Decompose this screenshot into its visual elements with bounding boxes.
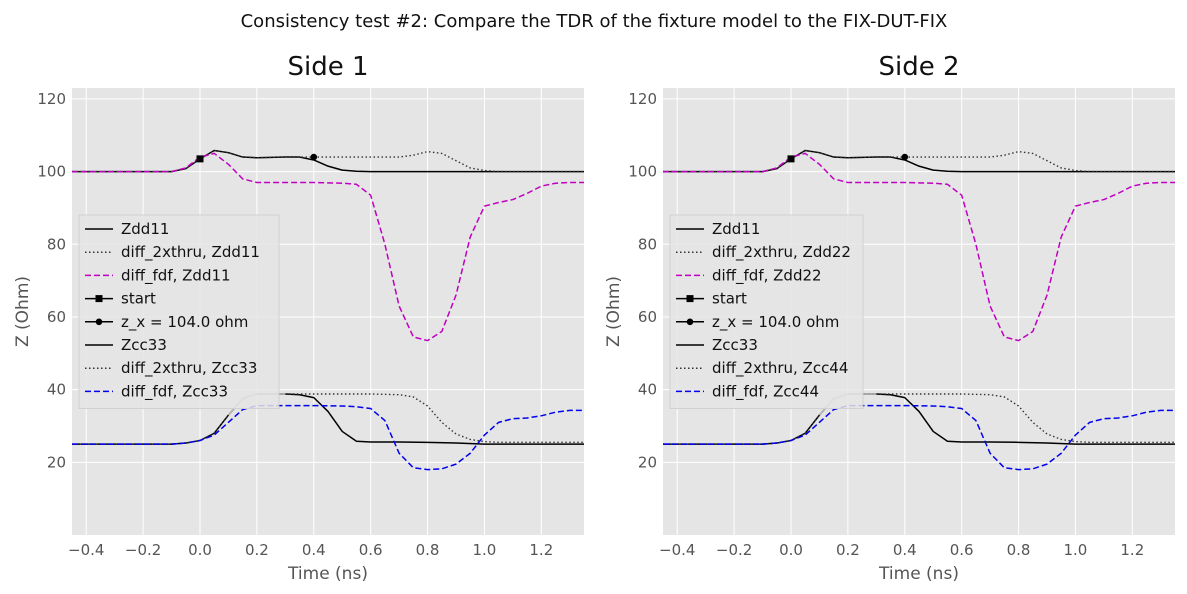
series-line-diff-2xthru-zcc33 (72, 393, 584, 445)
series-line-diff-fdf-zcc44 (663, 404, 1175, 471)
legend-label: Zdd11 (712, 220, 760, 238)
legend-label: Zcc33 (712, 336, 758, 354)
x-tick-label: −0.2 (716, 541, 752, 559)
x-tick-label: 1.2 (529, 541, 553, 559)
figure-title: Consistency test #2: Compare the TDR of … (241, 11, 948, 32)
side-1-chart: −0.4 −0.2 0.0 0.2 0.4 0.6 0.8 1.0 1.2 20 40 60 80 100… (13, 52, 584, 584)
x-tick-label: 0.2 (245, 541, 269, 559)
x-tick-label: 0.8 (416, 541, 440, 559)
series-line-diff-fdf-zdd22 (663, 152, 1175, 342)
x-axis-label: Time (ns) (287, 564, 368, 584)
x-tick-label: 0.2 (836, 541, 860, 559)
legend-label: diff_2xthru, Zdd22 (712, 243, 851, 262)
y-tick-label: 20 (47, 453, 66, 471)
y-tick-label: 120 (37, 90, 66, 108)
legend-label: z_x = 104.0 ohm (121, 313, 248, 332)
legend-marker (686, 318, 694, 326)
legend-label: start (712, 290, 747, 308)
y-tick-label: 60 (47, 308, 66, 326)
marker-start-point (196, 155, 204, 163)
x-tick-label: 0.6 (950, 541, 974, 559)
x-tick-label: 0.8 (1007, 541, 1031, 559)
legend-label: diff_2xthru, Zdd11 (121, 243, 260, 262)
legend-label: diff_fdf, Zdd22 (712, 266, 822, 285)
x-tick-label: −0.4 (68, 541, 104, 559)
y-tick-label: 80 (47, 235, 66, 253)
legend-box (78, 214, 280, 410)
y-tick-label: 40 (638, 381, 657, 399)
chart-title: Side 2 (878, 52, 959, 82)
x-tick-label: 1.0 (473, 541, 497, 559)
legend-label: diff_2xthru, Zcc44 (712, 359, 848, 378)
legend-label: diff_fdf, Zcc44 (712, 382, 819, 401)
legend-label: Zdd11 (121, 220, 169, 238)
y-axis-label: Z (Ohm) (604, 276, 624, 347)
x-tick-label: 0.0 (188, 541, 212, 559)
x-tick-label: −0.4 (659, 541, 695, 559)
series-line-zdd11 (663, 149, 1175, 173)
legend-marker (95, 318, 103, 326)
legend-label: start (121, 290, 156, 308)
x-tick-label: 0.6 (359, 541, 383, 559)
marker-start-point (787, 155, 795, 163)
series-line-diff-2xthru-zcc44 (663, 393, 1175, 445)
legend-box (669, 214, 864, 410)
x-tick-label: 1.2 (1120, 541, 1144, 559)
x-tick-label: 0.4 (302, 541, 326, 559)
series-line-zdd11 (72, 149, 584, 173)
series-line-diff-fdf-zcc33 (72, 404, 584, 471)
series-group (663, 149, 1175, 471)
y-tick-label: 80 (638, 235, 657, 253)
legend-marker (686, 295, 694, 303)
y-tick-label: 120 (628, 90, 657, 108)
x-tick-label: 1.0 (1064, 541, 1088, 559)
y-tick-label: 40 (47, 381, 66, 399)
y-tick-label: 60 (638, 308, 657, 326)
marker-zx-point (901, 153, 909, 161)
side-2-chart: −0.4 −0.2 0.0 0.2 0.4 0.6 0.8 1.0 1.2 20 40 60 80 100… (604, 52, 1175, 584)
series-group (72, 149, 584, 471)
series-line-diff-fdf-zdd11 (72, 152, 584, 342)
legend-label: z_x = 104.0 ohm (712, 313, 839, 332)
legend-label: diff_fdf, Zdd11 (121, 266, 231, 285)
x-tick-label: −0.2 (125, 541, 161, 559)
x-tick-label: 0.4 (893, 541, 917, 559)
y-axis-label: Z (Ohm) (13, 276, 33, 347)
legend-label: Zcc33 (121, 336, 167, 354)
x-axis-label: Time (ns) (878, 564, 959, 584)
y-tick-label: 100 (37, 163, 66, 181)
chart-title: Side 1 (287, 52, 368, 82)
legend-label: diff_2xthru, Zcc33 (121, 359, 257, 378)
y-tick-label: 20 (638, 453, 657, 471)
marker-zx-point (310, 153, 318, 161)
y-tick-label: 100 (628, 163, 657, 181)
legend-marker (95, 295, 103, 303)
x-tick-label: 0.0 (779, 541, 803, 559)
legend-label: diff_fdf, Zcc33 (121, 382, 228, 401)
